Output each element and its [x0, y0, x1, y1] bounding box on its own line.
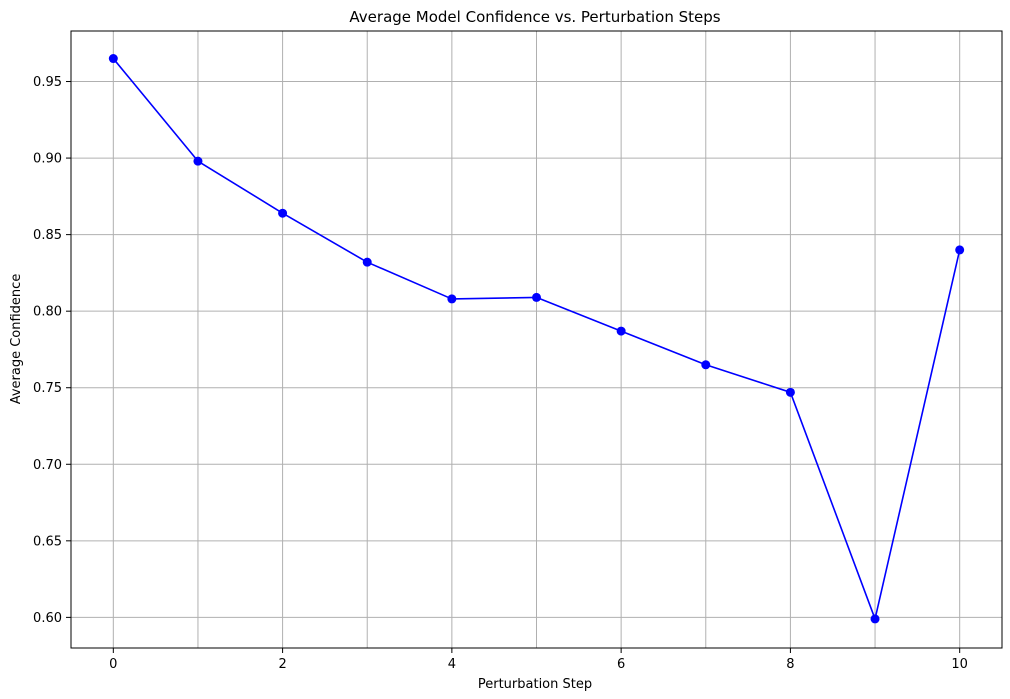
- x-tick-label-1: 2: [278, 657, 286, 672]
- data-point-5: [532, 292, 541, 302]
- x-axis-ticks: 0 2 4 6 8 10: [109, 648, 968, 672]
- data-point-9: [870, 614, 880, 624]
- x-tick-label-4: 8: [786, 657, 794, 672]
- x-tick-label-2: 4: [448, 657, 456, 672]
- data-point-8: [785, 387, 795, 397]
- x-tick-label-0: 0: [109, 657, 117, 672]
- plot-frame: [70, 30, 1003, 649]
- y-tick-label-6: 0.90: [33, 152, 62, 167]
- data-point-7: [701, 360, 711, 370]
- y-tick-label-5: 0.85: [33, 228, 62, 243]
- data-point-0: [108, 54, 118, 64]
- data-point-10: [955, 245, 965, 255]
- y-axis-ticks: 0.60 0.65 0.70 0.75 0.80 0.85 0.90 0.95: [33, 75, 71, 626]
- x-axis-label: Perturbation Step: [478, 677, 592, 692]
- data-point-3: [362, 257, 372, 267]
- y-tick-label-3: 0.75: [33, 381, 62, 396]
- y-tick-label-2: 0.70: [33, 458, 62, 473]
- data-point-4: [447, 294, 457, 304]
- x-tick-label-5: 10: [951, 657, 968, 672]
- y-tick-label-7: 0.95: [33, 75, 62, 90]
- grid-lines: [71, 31, 1002, 648]
- chart-title: Average Model Confidence vs. Perturbatio…: [349, 8, 720, 26]
- data-point-6: [616, 326, 626, 336]
- y-tick-label-4: 0.80: [33, 305, 62, 320]
- y-tick-label-1: 0.65: [33, 534, 62, 549]
- y-tick-label-0: 0.60: [33, 611, 62, 626]
- data-point-2: [278, 208, 288, 218]
- x-tick-label-3: 6: [617, 657, 625, 672]
- y-axis-label: Average Confidence: [9, 274, 24, 405]
- data-points: [108, 54, 965, 624]
- data-point-1: [193, 156, 203, 166]
